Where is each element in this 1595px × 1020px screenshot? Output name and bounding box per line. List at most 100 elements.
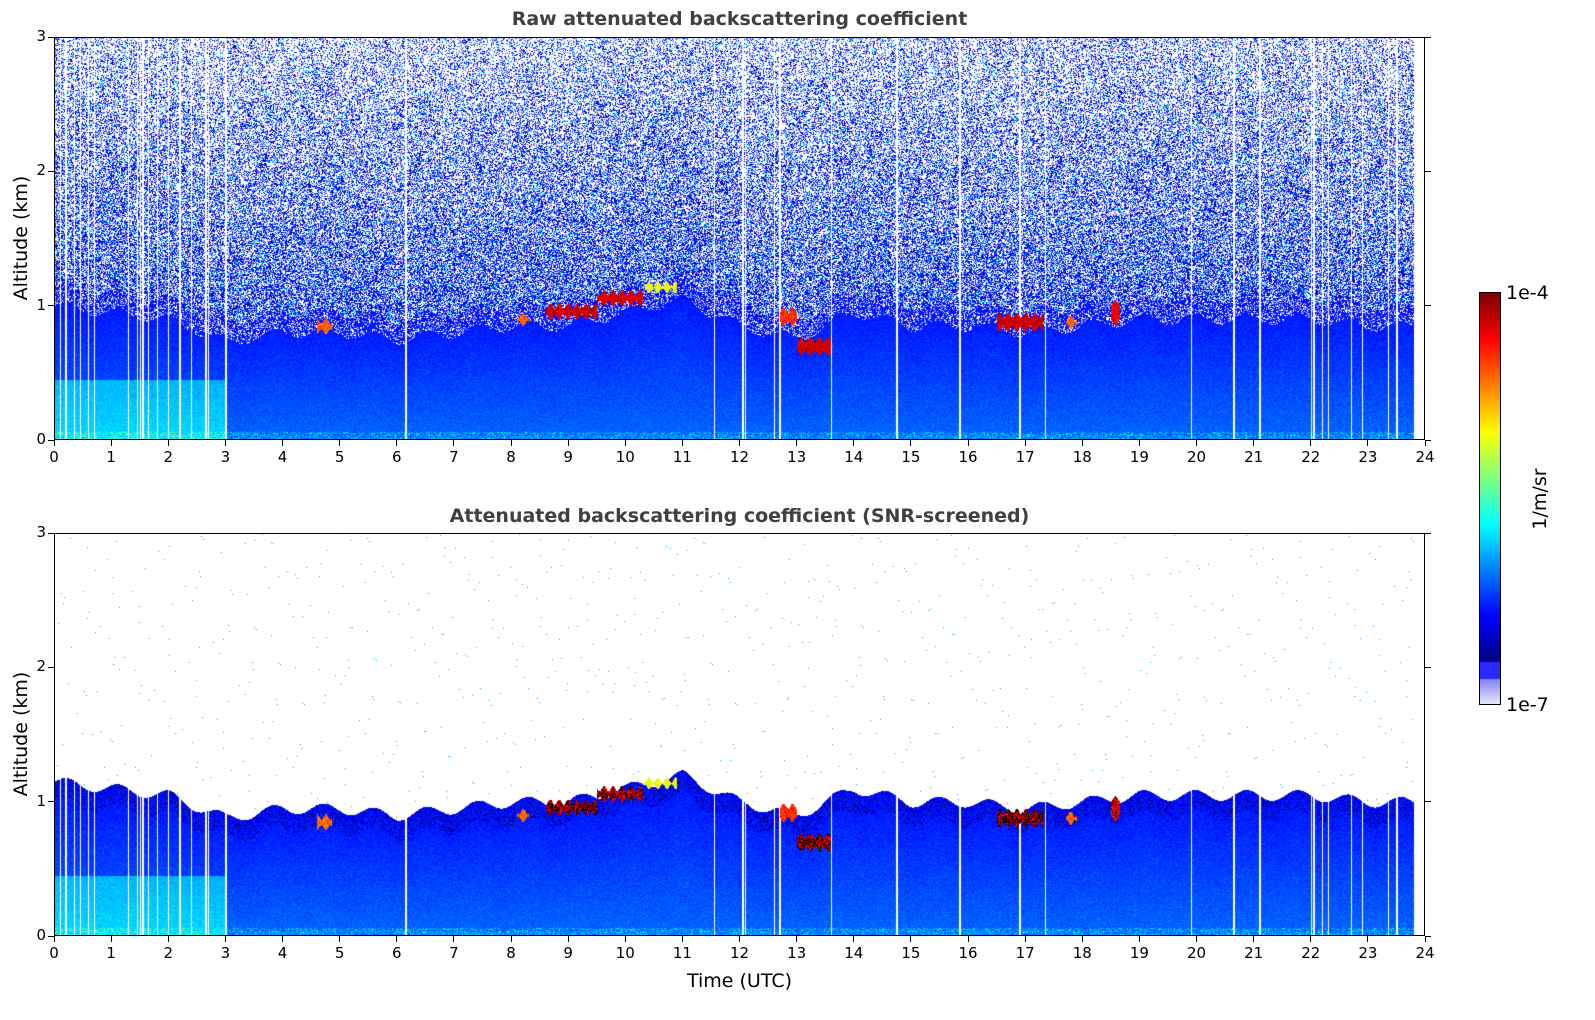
x-tick-label: 18 [1072,448,1092,466]
x-tick-label: 22 [1301,944,1321,962]
x-tick [967,936,969,942]
x-tick [224,440,226,446]
x-tick-label: 19 [1129,448,1149,466]
x-tick-label: 1 [106,944,116,962]
x-tick-label: 2 [163,448,174,466]
y-tick-right [1425,532,1431,534]
x-tick [567,440,569,446]
x-tick [1024,936,1026,942]
x-tick-label: 12 [729,448,750,466]
x-tick [453,936,455,942]
x-tick [453,440,455,446]
bottom-heatmap [54,533,1425,936]
x-tick [110,440,112,446]
x-tick [1138,440,1140,446]
y-tick [48,532,54,534]
bottom-x-axis-label: Time (UTC) [686,970,793,992]
x-tick-label: 10 [615,448,635,466]
x-tick-label: 20 [1186,944,1207,962]
y-tick [48,801,54,803]
x-tick [1253,936,1255,942]
y-tick-label: 2 [36,657,46,676]
top-y-axis-label: Altitude (km) [10,175,32,301]
x-tick [167,936,169,942]
y-tick [48,439,54,441]
y-tick-label: 3 [36,523,46,541]
x-tick-label: 19 [1129,944,1149,962]
x-tick [1081,440,1083,446]
x-tick-label: 9 [563,448,573,466]
x-tick-label: 0 [49,448,59,466]
x-tick-label: 4 [277,448,288,466]
x-tick-label: 3 [220,944,231,962]
x-tick [224,936,226,942]
x-tick-label: 23 [1358,944,1378,962]
x-tick-label: 17 [1015,448,1035,466]
y-tick-right [1425,801,1431,803]
x-tick-label: 12 [729,944,750,962]
x-tick [396,936,398,942]
y-tick-label: 1 [36,295,46,314]
x-tick [853,440,855,446]
x-tick-label: 6 [391,448,402,466]
x-tick [1310,936,1312,942]
colorbar [1479,292,1501,705]
x-tick-label: 23 [1358,448,1378,466]
x-tick-label: 18 [1072,944,1092,962]
x-tick-label: 3 [220,448,231,466]
x-tick [910,936,912,942]
x-tick-label: 7 [449,448,459,466]
x-tick [282,440,283,446]
x-tick [853,936,855,942]
y-tick-right [1425,170,1431,172]
x-tick-label: 13 [787,448,807,466]
colorbar-max-label: 1e-4 [1506,282,1549,304]
y-tick-right [1425,36,1431,38]
x-tick [53,440,55,446]
x-tick [1310,440,1312,446]
x-tick-label: 16 [958,944,978,962]
x-tick-label: 11 [672,448,692,466]
x-tick-label: 21 [1244,448,1264,466]
y-tick [48,36,54,38]
x-tick-label: 6 [391,944,402,962]
x-tick-label: 4 [277,944,288,962]
x-tick-label: 20 [1186,448,1207,466]
x-tick-label: 21 [1244,944,1264,962]
y-tick-label: 3 [36,27,46,45]
y-tick-right [1425,666,1431,668]
top-heatmap [54,37,1425,440]
x-tick-label: 0 [49,944,59,962]
bottom-y-axis-label: Altitude (km) [10,671,32,797]
x-tick [567,936,569,942]
x-tick [110,936,112,942]
x-tick-label: 14 [844,448,864,466]
x-tick [53,936,55,942]
x-tick [1138,936,1140,942]
x-tick-label: 8 [506,944,516,962]
x-tick-label: 14 [844,944,864,962]
x-tick-label: 7 [449,944,459,962]
bottom-heatmap-canvas [54,533,1425,936]
x-tick [1196,936,1197,942]
y-tick [48,305,54,307]
x-tick [282,936,283,942]
x-tick [796,440,798,446]
x-tick [339,936,341,942]
x-tick [681,440,683,446]
top-heatmap-canvas [54,37,1425,440]
y-tick-right [1425,439,1431,441]
x-tick [1424,936,1426,942]
x-tick [624,936,626,942]
y-tick [48,935,54,937]
y-tick-right [1425,305,1431,307]
y-tick-label: 0 [36,430,46,448]
x-tick [1424,440,1426,446]
y-tick-label: 1 [36,791,46,810]
x-tick-label: 17 [1015,944,1035,962]
x-tick-label: 15 [901,944,921,962]
x-tick-label: 13 [787,944,807,962]
x-tick [167,440,169,446]
y-tick [48,666,54,668]
x-tick [624,440,626,446]
